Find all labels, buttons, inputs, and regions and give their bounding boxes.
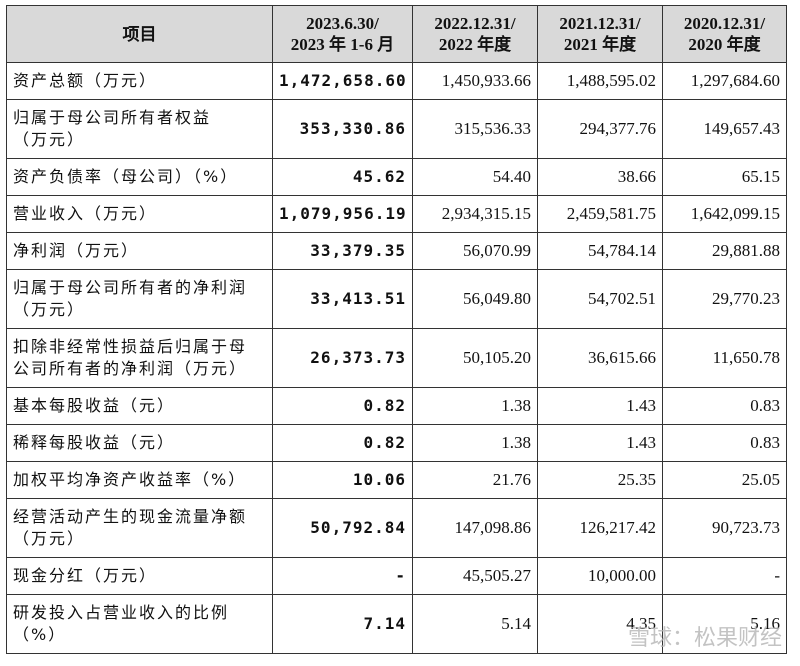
value-cell: 315,536.33 (412, 99, 538, 159)
value-cell: 56,070.99 (412, 232, 538, 270)
table-row: 现金分红（万元） -45,505.27 10,000.00- (6, 557, 787, 595)
watermark: 雪球：松果财经 (627, 626, 782, 651)
value-cell: 2,459,581.75 (537, 195, 663, 233)
row-label: 研发投入占营业收入的比例 （%） (6, 594, 273, 654)
value-cell: 0.82 (272, 424, 413, 462)
header-cell: 项目 (6, 5, 273, 63)
value-cell: 1,297,684.60 (662, 62, 787, 100)
value-cell: 149,657.43 (662, 99, 787, 159)
table-row: 净利润（万元） 33,379.35 56,070.99 54,784.14 29,881… (6, 232, 787, 270)
value-cell: 353,330.86 (272, 99, 413, 159)
value-cell: 0.82 (272, 387, 413, 425)
value-cell: 50,792.84 (272, 498, 413, 558)
row-label: 扣除非经常性损益后归属于母 公司所有者的净利润（万元） (6, 328, 273, 388)
value-cell: 25.05 (662, 461, 787, 499)
value-cell: 33,413.51 (272, 269, 413, 329)
row-label: 归属于母公司所有者权益 （万元） (6, 99, 273, 159)
value-cell: 36,615.66 (537, 328, 663, 388)
row-label: 稀释每股收益（元） (6, 424, 273, 462)
value-cell: - (272, 557, 413, 595)
value-cell: 0.83 (662, 424, 787, 462)
value-cell: 4.35 (537, 594, 663, 654)
value-cell: 294,377.76 (537, 99, 663, 159)
value-cell: 1,079,956.19 (272, 195, 413, 233)
value-cell: 25.35 (537, 461, 663, 499)
table-body: 资产总额（万元） 1,472,658.60 1,450,933.66 1,488,59… (6, 62, 787, 654)
value-cell: 56,049.80 (412, 269, 538, 329)
value-cell: - (662, 557, 787, 595)
table-row: 经营活动产生的现金流量净额 （万元） 50,792.84 147,098.86 126… (6, 498, 787, 558)
table-row: 加权平均净资产收益率（%） 10.06 21.76 25.35 25.05 (6, 461, 787, 499)
value-cell: 2,934,315.15 (412, 195, 538, 233)
row-label: 基本每股收益（元） (6, 387, 273, 425)
row-label: 营业收入（万元） (6, 195, 273, 233)
header-cell: 2021.12.31/ 2021 年度 (537, 5, 663, 63)
row-label: 现金分红（万元） (6, 557, 273, 595)
value-cell: 90,723.73 (662, 498, 787, 558)
value-cell: 33,379.35 (272, 232, 413, 270)
row-label: 资产负债率（母公司）（%） (6, 158, 273, 196)
header-cell: 2022.12.31/ 2022 年度 (412, 5, 538, 63)
value-cell: 1,642,099.15 (662, 195, 787, 233)
row-label: 净利润（万元） (6, 232, 273, 270)
value-cell: 1,450,933.66 (412, 62, 538, 100)
value-cell: 1.43 (537, 387, 663, 425)
financial-table: 项目 2023.6.30/ 2023 年 1-6 月 2022.12.31/ 202… (6, 5, 787, 654)
table-row: 扣除非经常性损益后归属于母 公司所有者的净利润（万元） 26,373.73 50,1… (6, 328, 787, 388)
row-label: 经营活动产生的现金流量净额 （万元） (6, 498, 273, 558)
table-row: 资产负债率（母公司）（%） 45.62 54.40 38.66 65.15 (6, 158, 787, 196)
value-cell: 54,784.14 (537, 232, 663, 270)
value-cell: 38.66 (537, 158, 663, 196)
value-cell: 29,770.23 (662, 269, 787, 329)
row-label: 资产总额（万元） (6, 62, 273, 100)
value-cell: 50,105.20 (412, 328, 538, 388)
table-row: 基本每股收益（元） 0.82 1.38 1.43 0.83 (6, 387, 787, 425)
value-cell: 45,505.27 (412, 557, 538, 595)
value-cell: 29,881.88 (662, 232, 787, 270)
value-cell: 45.62 (272, 158, 413, 196)
table-row: 研发投入占营业收入的比例 （%） 7.14 5.14 4.35 5.16 (6, 594, 787, 654)
value-cell: 1,488,595.02 (537, 62, 663, 100)
value-cell: 21.76 (412, 461, 538, 499)
value-cell: 5.16 (662, 594, 787, 654)
value-cell: 5.14 (412, 594, 538, 654)
value-cell: 147,098.86 (412, 498, 538, 558)
value-cell: 65.15 (662, 158, 787, 196)
value-cell: 11,650.78 (662, 328, 787, 388)
value-cell: 1.38 (412, 424, 538, 462)
table-row: 营业收入（万元） 1,079,956.19 2,934,315.15 2,459,58… (6, 195, 787, 233)
table-row: 归属于母公司所有者的净利润 （万元） 33,413.51 56,049.80 54,7… (6, 269, 787, 329)
row-label: 归属于母公司所有者的净利润 （万元） (6, 269, 273, 329)
value-cell: 26,373.73 (272, 328, 413, 388)
value-cell: 126,217.42 (537, 498, 663, 558)
table-row: 归属于母公司所有者权益 （万元） 353,330.86 315,536.33 294,… (6, 99, 787, 159)
table-row: 资产总额（万元） 1,472,658.60 1,450,933.66 1,488,59… (6, 62, 787, 100)
table-row: 稀释每股收益（元） 0.82 1.38 1.43 0.83 (6, 424, 787, 462)
value-cell: 10.06 (272, 461, 413, 499)
header-cell: 2023.6.30/ 2023 年 1-6 月 (272, 5, 413, 63)
value-cell: 7.14 (272, 594, 413, 654)
header-row: 项目 2023.6.30/ 2023 年 1-6 月 2022.12.31/ 202… (6, 5, 787, 63)
value-cell: 10,000.00 (537, 557, 663, 595)
value-cell: 0.83 (662, 387, 787, 425)
value-cell: 1.38 (412, 387, 538, 425)
value-cell: 1.43 (537, 424, 663, 462)
value-cell: 54,702.51 (537, 269, 663, 329)
value-cell: 1,472,658.60 (272, 62, 413, 100)
value-cell: 54.40 (412, 158, 538, 196)
header-cell: 2020.12.31/ 2020 年度 (662, 5, 787, 63)
row-label: 加权平均净资产收益率（%） (6, 461, 273, 499)
